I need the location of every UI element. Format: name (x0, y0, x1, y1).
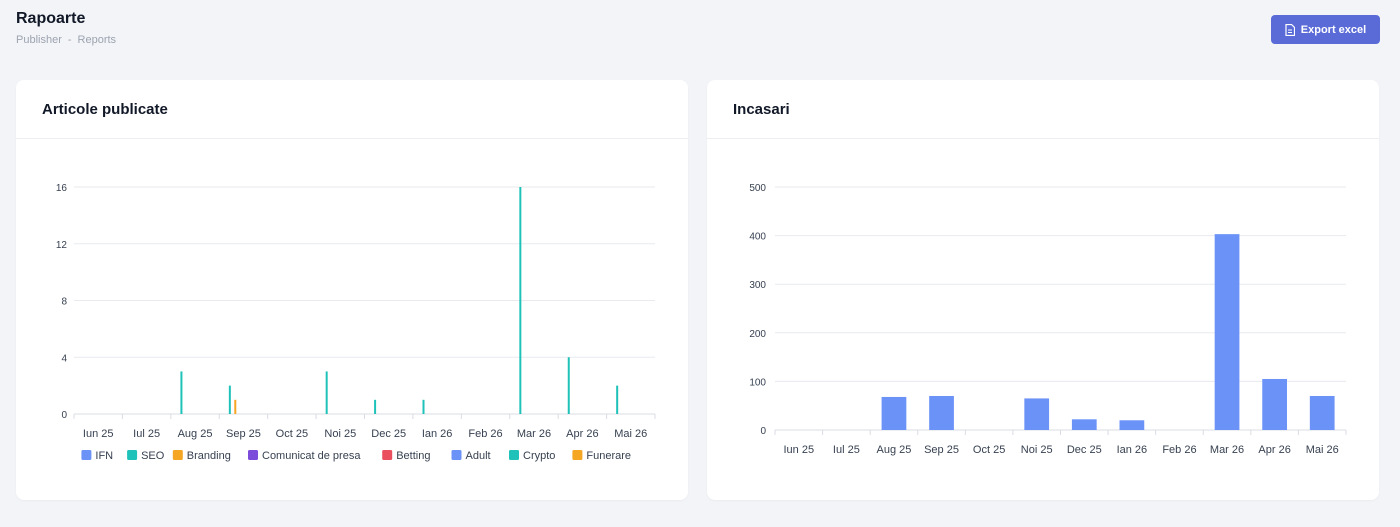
breadcrumb-publisher[interactable]: Publisher (16, 34, 62, 46)
x-tick-label: Aug 25 (178, 428, 213, 440)
x-tick-label: Apr 26 (566, 428, 598, 440)
legend-swatch (127, 450, 138, 460)
x-tick-label: Ian 26 (1117, 444, 1148, 456)
legend-label: Adult (466, 450, 491, 462)
legend-swatch (248, 450, 258, 460)
y-tick-label: 400 (749, 232, 766, 243)
page-header: Rapoarte Publisher - Reports (16, 10, 116, 46)
y-tick-label: 100 (749, 377, 766, 388)
legend-label: Comunicat de presa (262, 450, 361, 462)
bar (1024, 398, 1050, 430)
y-tick-label: 4 (61, 353, 67, 364)
y-tick-label: 300 (749, 280, 766, 291)
legend-label: Betting (396, 450, 430, 462)
x-tick-label: Oct 25 (973, 444, 1005, 456)
bar-seo (374, 399, 377, 414)
bar-seo (325, 371, 328, 414)
x-tick-label: Oct 25 (276, 428, 308, 440)
bar (1071, 419, 1097, 430)
legend-label: Crypto (523, 450, 555, 462)
y-tick-label: 500 (749, 183, 766, 194)
x-tick-label: Mai 26 (1306, 444, 1339, 456)
income-card: Incasari 0 100 200 300 400 500 Iun 25 Iul 25 Aug… (707, 80, 1379, 500)
x-tick-label: Sep 25 (924, 444, 959, 456)
bar-seo (567, 357, 570, 414)
legend-swatch (451, 450, 462, 460)
bar-branding (234, 399, 237, 414)
x-tick-label: Dec 25 (1067, 444, 1102, 456)
breadcrumb-separator: - (67, 34, 72, 46)
page-title: Rapoarte (16, 10, 86, 27)
articles-card-title: Articole publicate (16, 80, 688, 139)
bar (1214, 234, 1240, 430)
y-tick-label: 0 (760, 426, 766, 437)
x-tick-label: Mai 26 (614, 428, 647, 440)
x-tick-label: Ian 26 (422, 428, 453, 440)
y-tick-label: 16 (56, 183, 68, 194)
legend-swatch (509, 450, 519, 460)
x-tick-label: Mar 26 (1210, 444, 1244, 456)
x-tick-label: Iun 25 (83, 428, 114, 440)
y-tick-label: 200 (749, 329, 766, 340)
bar (881, 396, 907, 430)
bar-seo (616, 385, 619, 414)
income-card-title: Incasari (707, 80, 1379, 139)
articles-chart: 0 4 8 12 16 Iun 25 Iul 25 Aug 25 Sep 25 Oct 25 Noi… (56, 183, 656, 462)
bar (929, 395, 954, 430)
y-tick-label: 8 (61, 297, 67, 308)
bar-seo (422, 399, 425, 414)
legend-swatch (172, 450, 183, 460)
bar-seo (180, 371, 183, 414)
x-tick-label: Feb 26 (1162, 444, 1196, 456)
legend-swatch (382, 450, 393, 460)
y-tick-label: 0 (61, 410, 67, 421)
legend-label: SEO (141, 450, 165, 462)
x-tick-label: Mar 26 (517, 428, 551, 440)
bar-seo (519, 187, 522, 414)
x-tick-label: Aug 25 (877, 444, 912, 456)
legend-label: Branding (187, 450, 231, 462)
breadcrumb: Publisher - Reports (16, 34, 116, 46)
articles-card: Articole publicate 0 4 8 12 16 Iun 25 Iul 25 Au… (16, 80, 688, 500)
export-button-label: Export excel (1300, 23, 1367, 36)
legend-swatch (572, 450, 583, 460)
x-tick-label: Dec 25 (371, 428, 406, 440)
x-tick-label: Iun 25 (783, 444, 814, 456)
x-tick-label: Noi 25 (1021, 444, 1053, 456)
export-excel-button[interactable]: Export excel (1271, 15, 1380, 44)
y-tick-label: 12 (56, 240, 68, 251)
income-chart: 0 100 200 300 400 500 Iun 25 Iul 25 Aug 25 Sep 25… (749, 183, 1347, 456)
legend-label: Funerare (586, 450, 631, 462)
x-tick-label: Sep 25 (226, 428, 261, 440)
legend-swatch (81, 450, 92, 460)
bar (1309, 395, 1335, 430)
x-tick-label: Noi 25 (324, 428, 356, 440)
bar (1262, 378, 1287, 430)
bar (1119, 420, 1145, 430)
file-icon (1285, 23, 1295, 36)
x-tick-label: Iul 25 (833, 444, 860, 456)
x-tick-label: Apr 26 (1258, 444, 1290, 456)
x-tick-label: Feb 26 (468, 428, 502, 440)
breadcrumb-reports[interactable]: Reports (77, 34, 117, 46)
legend-label: IFN (95, 450, 113, 462)
x-tick-label: Iul 25 (133, 428, 160, 440)
bar-seo (228, 385, 231, 414)
